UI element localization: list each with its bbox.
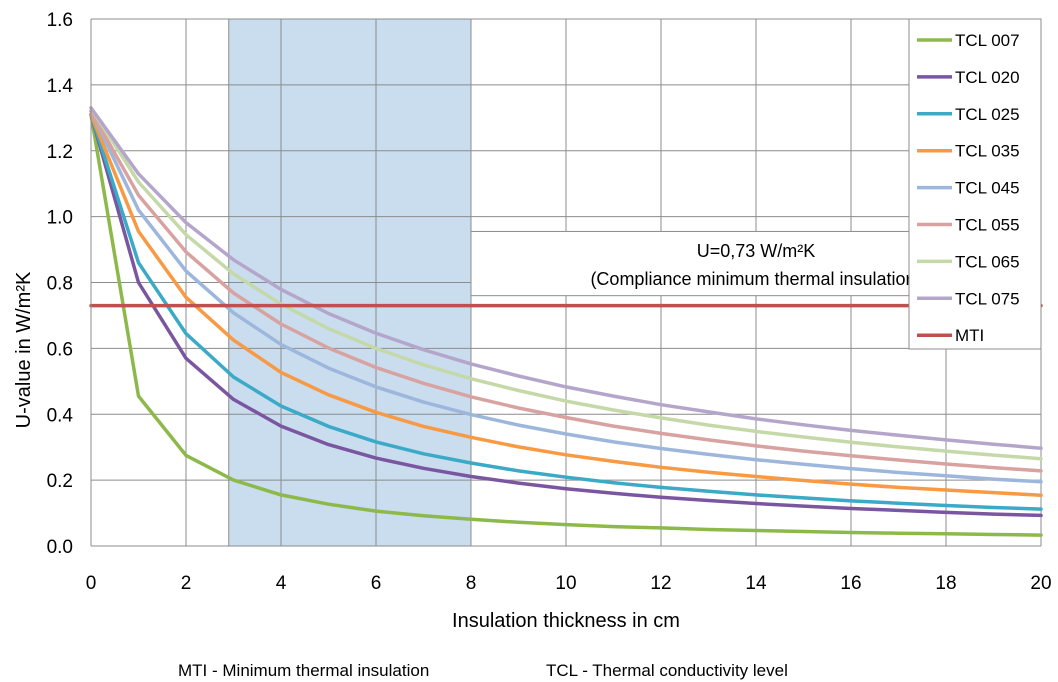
y-tick-label-0-4: 0.4 <box>47 405 74 426</box>
series-line-tcl-055 <box>89 109 1043 473</box>
footnote-mti: MTI - Minimum thermal insulation <box>178 661 430 680</box>
footnote-tcl: TCL - Thermal conductivity level <box>546 661 788 680</box>
y-tick-label-1-6: 1.6 <box>47 10 73 31</box>
legend-label-tcl-055: TCL 055 <box>955 216 1020 235</box>
x-tick-label-20: 20 <box>1030 573 1051 594</box>
x-axis-title: Insulation thickness in cm <box>452 610 680 632</box>
annotation-line-1: U=0,73 W/m²K <box>697 241 816 261</box>
y-axis-title: U-value in W/m²K <box>13 271 35 428</box>
x-tick-label-0: 0 <box>86 573 97 594</box>
series-line-tcl-045 <box>89 109 1043 484</box>
y-tick-label-1-0: 1.0 <box>47 208 73 229</box>
series-line-tcl-025 <box>89 112 1043 511</box>
legend-label-tcl-065: TCL 065 <box>955 252 1020 271</box>
legend-label-tcl-025: TCL 025 <box>955 105 1020 124</box>
x-tick-label-10: 10 <box>555 573 576 594</box>
legend-label-tcl-045: TCL 045 <box>955 179 1020 198</box>
y-tick-label-1-2: 1.2 <box>47 142 73 163</box>
y-tick-label-0-2: 0.2 <box>47 471 73 492</box>
x-tick-label-4: 4 <box>276 573 287 594</box>
y-tick-label-0-6: 0.6 <box>47 339 73 360</box>
y-tick-label-0-8: 0.8 <box>47 274 73 295</box>
y-tick-label-1-4: 1.4 <box>47 76 74 97</box>
x-tick-label-12: 12 <box>650 573 671 594</box>
series-line-tcl-007 <box>89 112 1043 537</box>
x-tick-label-14: 14 <box>745 573 767 594</box>
x-tick-label-18: 18 <box>935 573 956 594</box>
series-line-tcl-075 <box>89 106 1043 450</box>
x-tick-label-2: 2 <box>181 573 192 594</box>
legend-label-tcl-020: TCL 020 <box>955 68 1020 87</box>
y-tick-label-0-0: 0.0 <box>47 537 73 558</box>
legend-label-tcl-075: TCL 075 <box>955 289 1020 308</box>
annotation-line-2: (Compliance minimum thermal insulation) <box>590 269 921 289</box>
legend <box>908 18 1042 350</box>
series-line-tcl-020 <box>89 112 1043 518</box>
series-line-tcl-035 <box>89 112 1043 498</box>
x-tick-label-16: 16 <box>840 573 861 594</box>
x-tick-label-6: 6 <box>371 573 382 594</box>
series-line-tcl-065 <box>89 106 1043 461</box>
legend-label-tcl-007: TCL 007 <box>955 31 1020 50</box>
x-tick-label-8: 8 <box>466 573 477 594</box>
legend-label-tcl-035: TCL 035 <box>955 142 1020 161</box>
legend-label-mti: MTI <box>955 326 984 345</box>
